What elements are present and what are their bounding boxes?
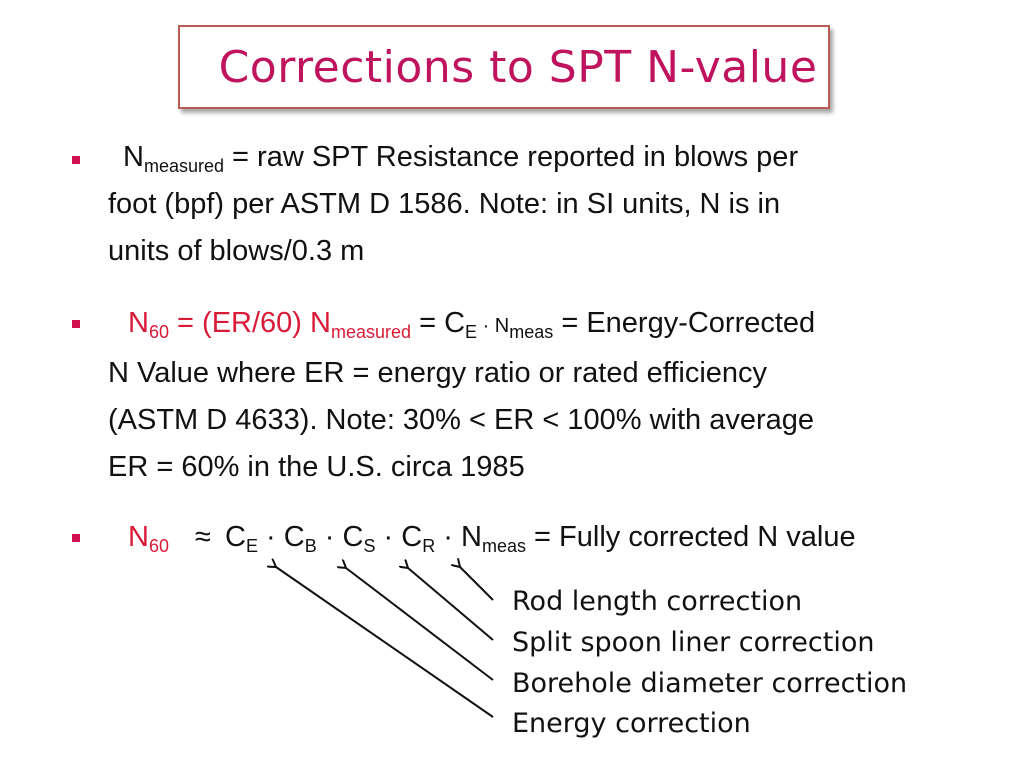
slide-title: Corrections to SPT N-value [218, 41, 818, 93]
approx-symbol: ≈ [195, 521, 211, 553]
annotation-energy: Energy correction [512, 708, 751, 739]
energy-corrected-text: = Energy-Corrected [553, 307, 816, 339]
n-meas-factor-subscript: meas [481, 536, 526, 556]
bullet-1-line-2: foot (bpf) per ASTM D 1586. Note: in SI … [108, 188, 781, 220]
cb-factor-subscript: B [304, 536, 317, 556]
annotation-rod-length: Rod length correction [512, 586, 803, 617]
n-meas-term: · N [477, 315, 510, 337]
cr-factor: C [401, 521, 423, 553]
n60-subscript-2: 60 [148, 536, 169, 556]
bullet-2-line-2: N Value where ER = energy ratio or rated… [108, 357, 768, 389]
bullet-1-line-1-text: = raw SPT Resistance reported in blows p… [224, 141, 799, 173]
title-box: Corrections to SPT N-value [178, 25, 830, 109]
bullet-marker-3 [72, 534, 80, 542]
er-ratio-term: (ER/60) N [202, 307, 331, 339]
measured-subscript: measured [330, 322, 412, 342]
arrow-borehole [346, 568, 494, 681]
cs-factor: C [342, 521, 364, 553]
arrow-energy [276, 567, 494, 718]
bullet-2-text: N60 = (ER/60) Nmeasured = CE · Nmeas = E… [108, 300, 988, 491]
bullet-marker-2 [72, 320, 80, 328]
n-symbol: N [123, 141, 144, 173]
bullet-1-line-1: Nmeasured = raw SPT Resistance reported … [108, 134, 988, 181]
cb-factor: C [283, 521, 305, 553]
bullet-1-line-3: units of blows/0.3 m [108, 235, 365, 267]
bullet-1-text: Nmeasured = raw SPT Resistance reported … [108, 134, 988, 275]
bullet-2-line-1: N60 = (ER/60) Nmeasured = CE · Nmeas = E… [108, 300, 988, 350]
ce-factor-subscript: E [245, 536, 258, 556]
annotation-borehole: Borehole diameter correction [512, 668, 908, 699]
bullet-marker-1 [72, 156, 80, 164]
n-meas-factor: N [461, 521, 482, 553]
bullet-3-line-1: N60 ≈ CE · CB · CS · CR · Nmeas = Fully … [128, 521, 856, 556]
cs-factor-subscript: S [363, 536, 376, 556]
n60-subscript: 60 [148, 322, 169, 342]
bullet-2-line-4: ER = 60% in the U.S. circa 1985 [108, 451, 525, 483]
meas-subscript: meas [509, 322, 554, 342]
arrow-split-spoon [408, 568, 494, 641]
ce-term: = C [411, 307, 466, 339]
ce-factor: C [225, 521, 246, 553]
n60-symbol-2: N [128, 521, 149, 553]
n-subscript: measured [143, 156, 224, 176]
bullet-3-text: N60 ≈ CE · CB · CS · CR · Nmeas = Fully … [108, 514, 988, 561]
bullet-2-line-3: (ASTM D 4633). Note: 30% < ER < 100% wit… [108, 404, 815, 436]
cr-factor-subscript: R [422, 536, 436, 556]
arrow-rod-length [460, 567, 494, 601]
equals-sign: = [168, 307, 203, 339]
ce-subscript: E [465, 322, 478, 342]
annotation-split-spoon: Split spoon liner correction [512, 627, 875, 658]
fully-corrected-text: = Fully corrected N value [525, 521, 856, 553]
n60-symbol: N [128, 307, 149, 339]
